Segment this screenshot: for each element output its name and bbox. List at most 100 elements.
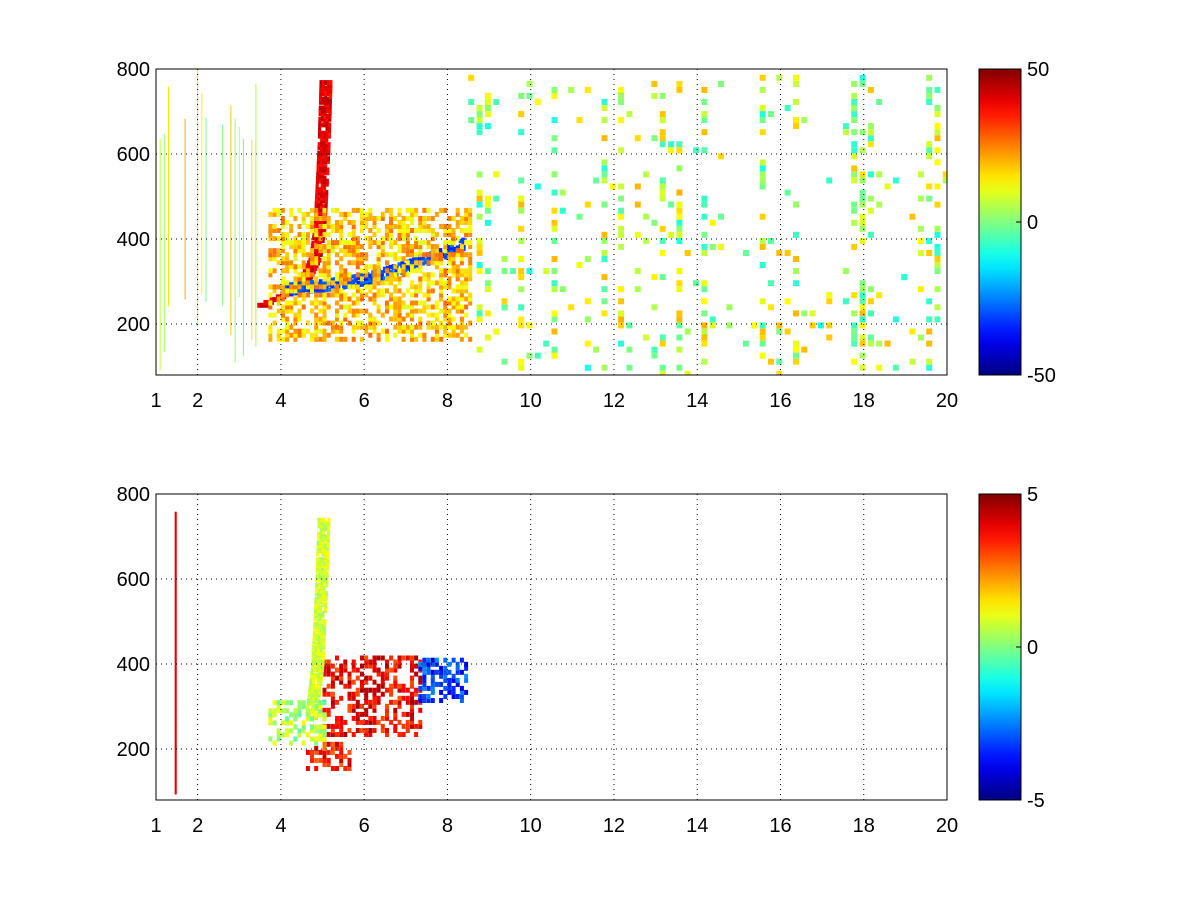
heatmap-cell	[643, 213, 650, 220]
heatmap-cell	[339, 663, 344, 669]
heatmap-cell	[308, 684, 312, 689]
heatmap-cell	[468, 276, 473, 282]
heatmap-cell	[314, 256, 319, 262]
heatmap-cell	[926, 99, 933, 105]
heatmap-cell	[867, 286, 874, 293]
heatmap-cell	[347, 282, 352, 287]
heatmap-cell	[319, 164, 323, 170]
heatmap-cell	[397, 328, 402, 334]
heatmap-cell	[551, 219, 558, 226]
heatmap-cell	[322, 520, 326, 526]
heatmap-cell	[343, 272, 348, 278]
heatmap-cell	[551, 328, 558, 335]
heatmap-cell	[330, 671, 335, 677]
heatmap-cell	[293, 216, 298, 221]
heatmap-cell	[401, 328, 406, 334]
heatmap-cell	[324, 288, 329, 293]
y-tick-label: 800	[117, 59, 150, 81]
heatmap-cell	[327, 529, 331, 534]
heatmap-cell	[174, 574, 177, 578]
heatmap-cell	[347, 308, 352, 314]
heatmap-cell	[321, 221, 325, 226]
heatmap-cell	[759, 298, 766, 305]
heatmap-cell	[414, 268, 419, 274]
heatmap-cell	[326, 264, 331, 270]
heatmap-cell	[321, 534, 325, 540]
heatmap-cell	[276, 211, 281, 217]
heatmap-cell	[297, 207, 302, 213]
heatmap-cell	[313, 624, 317, 630]
heatmap-cell	[326, 99, 330, 105]
heatmap-cell	[793, 123, 799, 130]
heatmap-cell	[350, 274, 355, 279]
heatmap-cell	[926, 147, 933, 154]
heatmap-cell	[324, 201, 328, 207]
heatmap-cell	[372, 703, 377, 709]
heatmap-cell	[323, 170, 327, 176]
heatmap-cell	[414, 308, 419, 314]
heatmap-cell	[327, 150, 331, 156]
heatmap-cell	[326, 244, 331, 250]
heatmap-cell	[322, 762, 327, 767]
heatmap-cell	[376, 276, 381, 282]
heatmap-cell	[364, 328, 369, 334]
heatmap-cell	[410, 252, 414, 258]
heatmap-cell	[285, 256, 290, 262]
heatmap-cell	[551, 268, 558, 275]
heatmap-cell	[174, 604, 177, 608]
heatmap-cell	[759, 328, 766, 335]
heatmap-cell	[385, 232, 389, 238]
heatmap-cell	[909, 328, 916, 335]
heatmap-cell	[317, 650, 320, 656]
heatmap-cell	[892, 316, 899, 323]
heatmap-cell	[319, 198, 323, 204]
heatmap-cell	[684, 250, 691, 256]
heatmap-cell	[285, 720, 290, 726]
heatmap-cell	[468, 252, 473, 258]
x-tick-label: 2	[192, 815, 203, 837]
heatmap-cell	[347, 296, 352, 302]
heatmap-cell	[314, 216, 319, 221]
heatmap-cell	[317, 641, 321, 647]
heatmap-cell	[310, 284, 314, 290]
heatmap-cell	[324, 534, 328, 540]
heatmap-cell	[326, 537, 330, 543]
heatmap-cell	[776, 322, 783, 329]
heatmap-cell	[321, 661, 325, 667]
heatmap-cell	[174, 584, 177, 588]
heatmap-cell	[397, 316, 402, 322]
heatmap-cell	[351, 308, 356, 314]
heatmap-cell	[468, 244, 473, 250]
heatmap-cell	[305, 716, 310, 722]
heatmap-cell	[301, 740, 306, 746]
heatmap-cell	[310, 300, 314, 306]
heatmap-cell	[347, 749, 352, 755]
heatmap-cell	[343, 732, 348, 737]
heatmap-cell	[326, 663, 331, 669]
heatmap-cell	[651, 346, 658, 353]
heatmap-cell	[676, 207, 683, 214]
heatmap-cell	[459, 689, 464, 695]
heatmap-cell	[368, 211, 373, 217]
heatmap-cell	[319, 675, 323, 681]
heatmap-cell	[315, 633, 319, 639]
heatmap-cell	[353, 276, 358, 281]
heatmap-cell	[343, 244, 348, 250]
heatmap-cell	[385, 288, 389, 294]
heatmap-cell	[380, 683, 385, 689]
heatmap-cell	[347, 320, 352, 326]
heatmap-cell	[310, 757, 314, 763]
heatmap-cell	[322, 593, 326, 599]
heatmap-cell	[328, 130, 331, 136]
heatmap-cell	[389, 699, 394, 705]
heatmap-cell	[360, 224, 364, 229]
heatmap-cell	[268, 720, 273, 726]
heatmap-cell	[320, 229, 324, 235]
heatmap-cell	[443, 669, 448, 675]
heatmap-cell	[318, 667, 322, 673]
heatmap-cell	[934, 201, 941, 208]
heatmap-cell	[410, 336, 414, 342]
heatmap-cell	[174, 606, 177, 610]
heatmap-cell	[318, 99, 322, 105]
y-tick-label: 200	[117, 314, 150, 336]
